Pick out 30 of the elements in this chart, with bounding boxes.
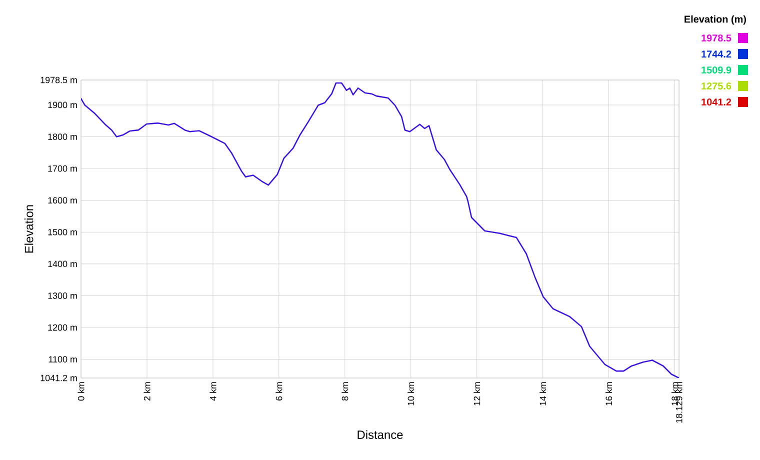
- line-series: [81, 82, 680, 378]
- text: 1744.2: [702, 50, 732, 58]
- y-tick-label: 1500 m: [48, 228, 77, 236]
- text: 1275.6: [702, 82, 732, 90]
- x-tick-label: 8 km: [342, 382, 348, 401]
- y-tick-label: 1978.5 m: [40, 76, 77, 84]
- text: Elevation (m): [684, 15, 746, 25]
- x-tick-label: 12 km: [474, 382, 480, 406]
- y-tick-label: 1900 m: [48, 102, 77, 108]
- y-axis-title: Elevation: [24, 205, 34, 253]
- text: 1041.2: [702, 98, 732, 106]
- x-tick-label: 6 km: [276, 382, 282, 400]
- x-tick-label: 18.129 km: [676, 382, 682, 423]
- y-tick-label: 1300 m: [48, 292, 77, 299]
- x-tick-label: 16 km: [605, 382, 612, 406]
- x-tick-label: 2 km: [144, 382, 150, 400]
- x-axis-title: Distance: [358, 430, 403, 439]
- y-tick-label: 1041.2 m: [40, 374, 77, 382]
- y-tick-label: 1600 m: [48, 197, 77, 204]
- y-tick-label: 1200 m: [48, 324, 77, 331]
- x-tick-label: 4 km: [210, 382, 216, 401]
- x-tick-label: 10 km: [408, 382, 414, 406]
- text: 1509.9: [702, 66, 732, 74]
- x-tick-label: 14 km: [540, 382, 546, 406]
- y-tick-label: 1800 m: [48, 134, 77, 140]
- text: 1978.5: [702, 34, 732, 42]
- y-tick-label: 1400 m: [48, 260, 77, 268]
- y-tick-label: 1700 m: [48, 165, 77, 172]
- y-tick-label: 1100 m: [48, 356, 77, 362]
- x-tick-label: 0 km: [78, 382, 84, 401]
